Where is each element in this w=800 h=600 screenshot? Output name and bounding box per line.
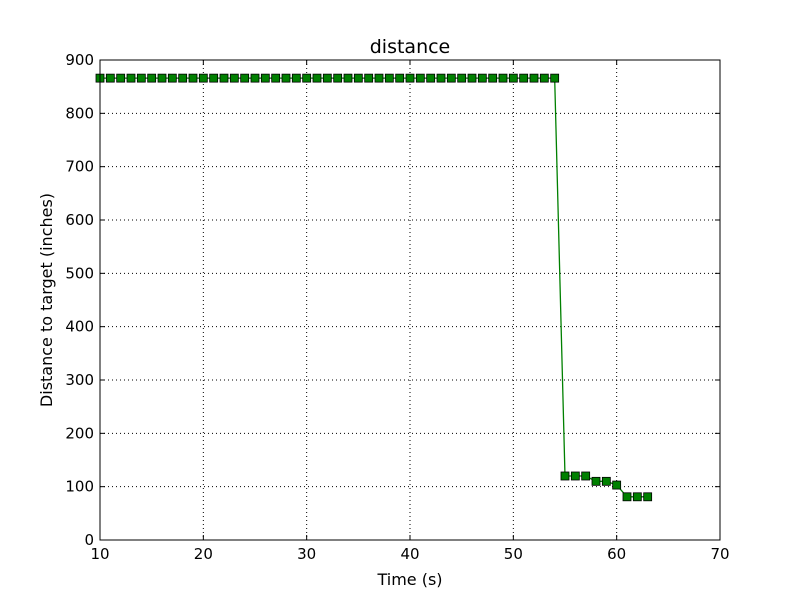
x-tick-label: 60	[607, 545, 626, 563]
y-tick-label: 0	[84, 531, 94, 549]
chart-title: distance	[370, 36, 451, 58]
data-point	[488, 73, 498, 83]
data-point	[632, 492, 642, 502]
grid	[100, 60, 720, 540]
data-point	[333, 73, 343, 83]
data-point	[281, 73, 291, 83]
data-point	[343, 73, 353, 83]
data-point	[302, 73, 312, 83]
data-point	[105, 73, 115, 83]
data-point	[126, 73, 136, 83]
x-tick-label: 10	[90, 545, 109, 563]
x-tick-label: 30	[297, 545, 316, 563]
y-tick-label: 800	[65, 104, 94, 122]
data-point	[570, 471, 580, 481]
data-point	[622, 492, 632, 502]
data-point	[260, 73, 270, 83]
data-point	[395, 73, 405, 83]
y-tick-label: 600	[65, 211, 94, 229]
x-tick-label: 20	[194, 545, 213, 563]
y-tick-label: 100	[65, 478, 94, 496]
data-point	[250, 73, 260, 83]
data-point	[271, 73, 281, 83]
data-point	[550, 73, 560, 83]
data-point	[405, 73, 415, 83]
data-point	[560, 471, 570, 481]
data-point	[219, 73, 229, 83]
data-point	[508, 73, 518, 83]
y-tick-label: 900	[65, 51, 94, 69]
y-tick-label: 500	[65, 264, 94, 282]
data-point	[229, 73, 239, 83]
data-point	[178, 73, 188, 83]
data-point	[374, 73, 384, 83]
data-point	[426, 73, 436, 83]
data-point	[519, 73, 529, 83]
data-point	[612, 480, 622, 490]
ticks: 10 20 30 40 50 60 7001002003004005006007008009…	[65, 51, 729, 563]
data-point	[384, 73, 394, 83]
x-tick-label: 70	[710, 545, 729, 563]
data-point	[116, 73, 126, 83]
data-point	[457, 73, 467, 83]
data-point	[167, 73, 177, 83]
data-point	[322, 73, 332, 83]
data-point	[198, 73, 208, 83]
series-layer	[95, 73, 653, 502]
data-point	[539, 73, 549, 83]
data-point	[477, 73, 487, 83]
data-point	[581, 471, 591, 481]
data-point	[364, 73, 374, 83]
data-point	[240, 73, 250, 83]
y-tick-label: 300	[65, 371, 94, 389]
data-point	[291, 73, 301, 83]
x-axis-label: Time (s)	[376, 570, 442, 589]
data-point	[157, 73, 167, 83]
data-point	[601, 476, 611, 486]
data-point	[312, 73, 322, 83]
data-point	[415, 73, 425, 83]
data-point	[643, 492, 653, 502]
x-tick-label: 50	[504, 545, 523, 563]
data-point	[591, 476, 601, 486]
data-point	[467, 73, 477, 83]
data-point	[209, 73, 219, 83]
y-tick-label: 200	[65, 424, 94, 442]
data-point	[136, 73, 146, 83]
data-point	[529, 73, 539, 83]
y-axis-label: Distance to target (inches)	[37, 193, 56, 407]
data-point	[353, 73, 363, 83]
x-tick-label: 40	[400, 545, 419, 563]
data-point	[188, 73, 198, 83]
data-point	[436, 73, 446, 83]
data-point	[498, 73, 508, 83]
y-tick-label: 400	[65, 318, 94, 336]
data-point	[147, 73, 157, 83]
y-tick-label: 700	[65, 158, 94, 176]
data-point	[446, 73, 456, 83]
